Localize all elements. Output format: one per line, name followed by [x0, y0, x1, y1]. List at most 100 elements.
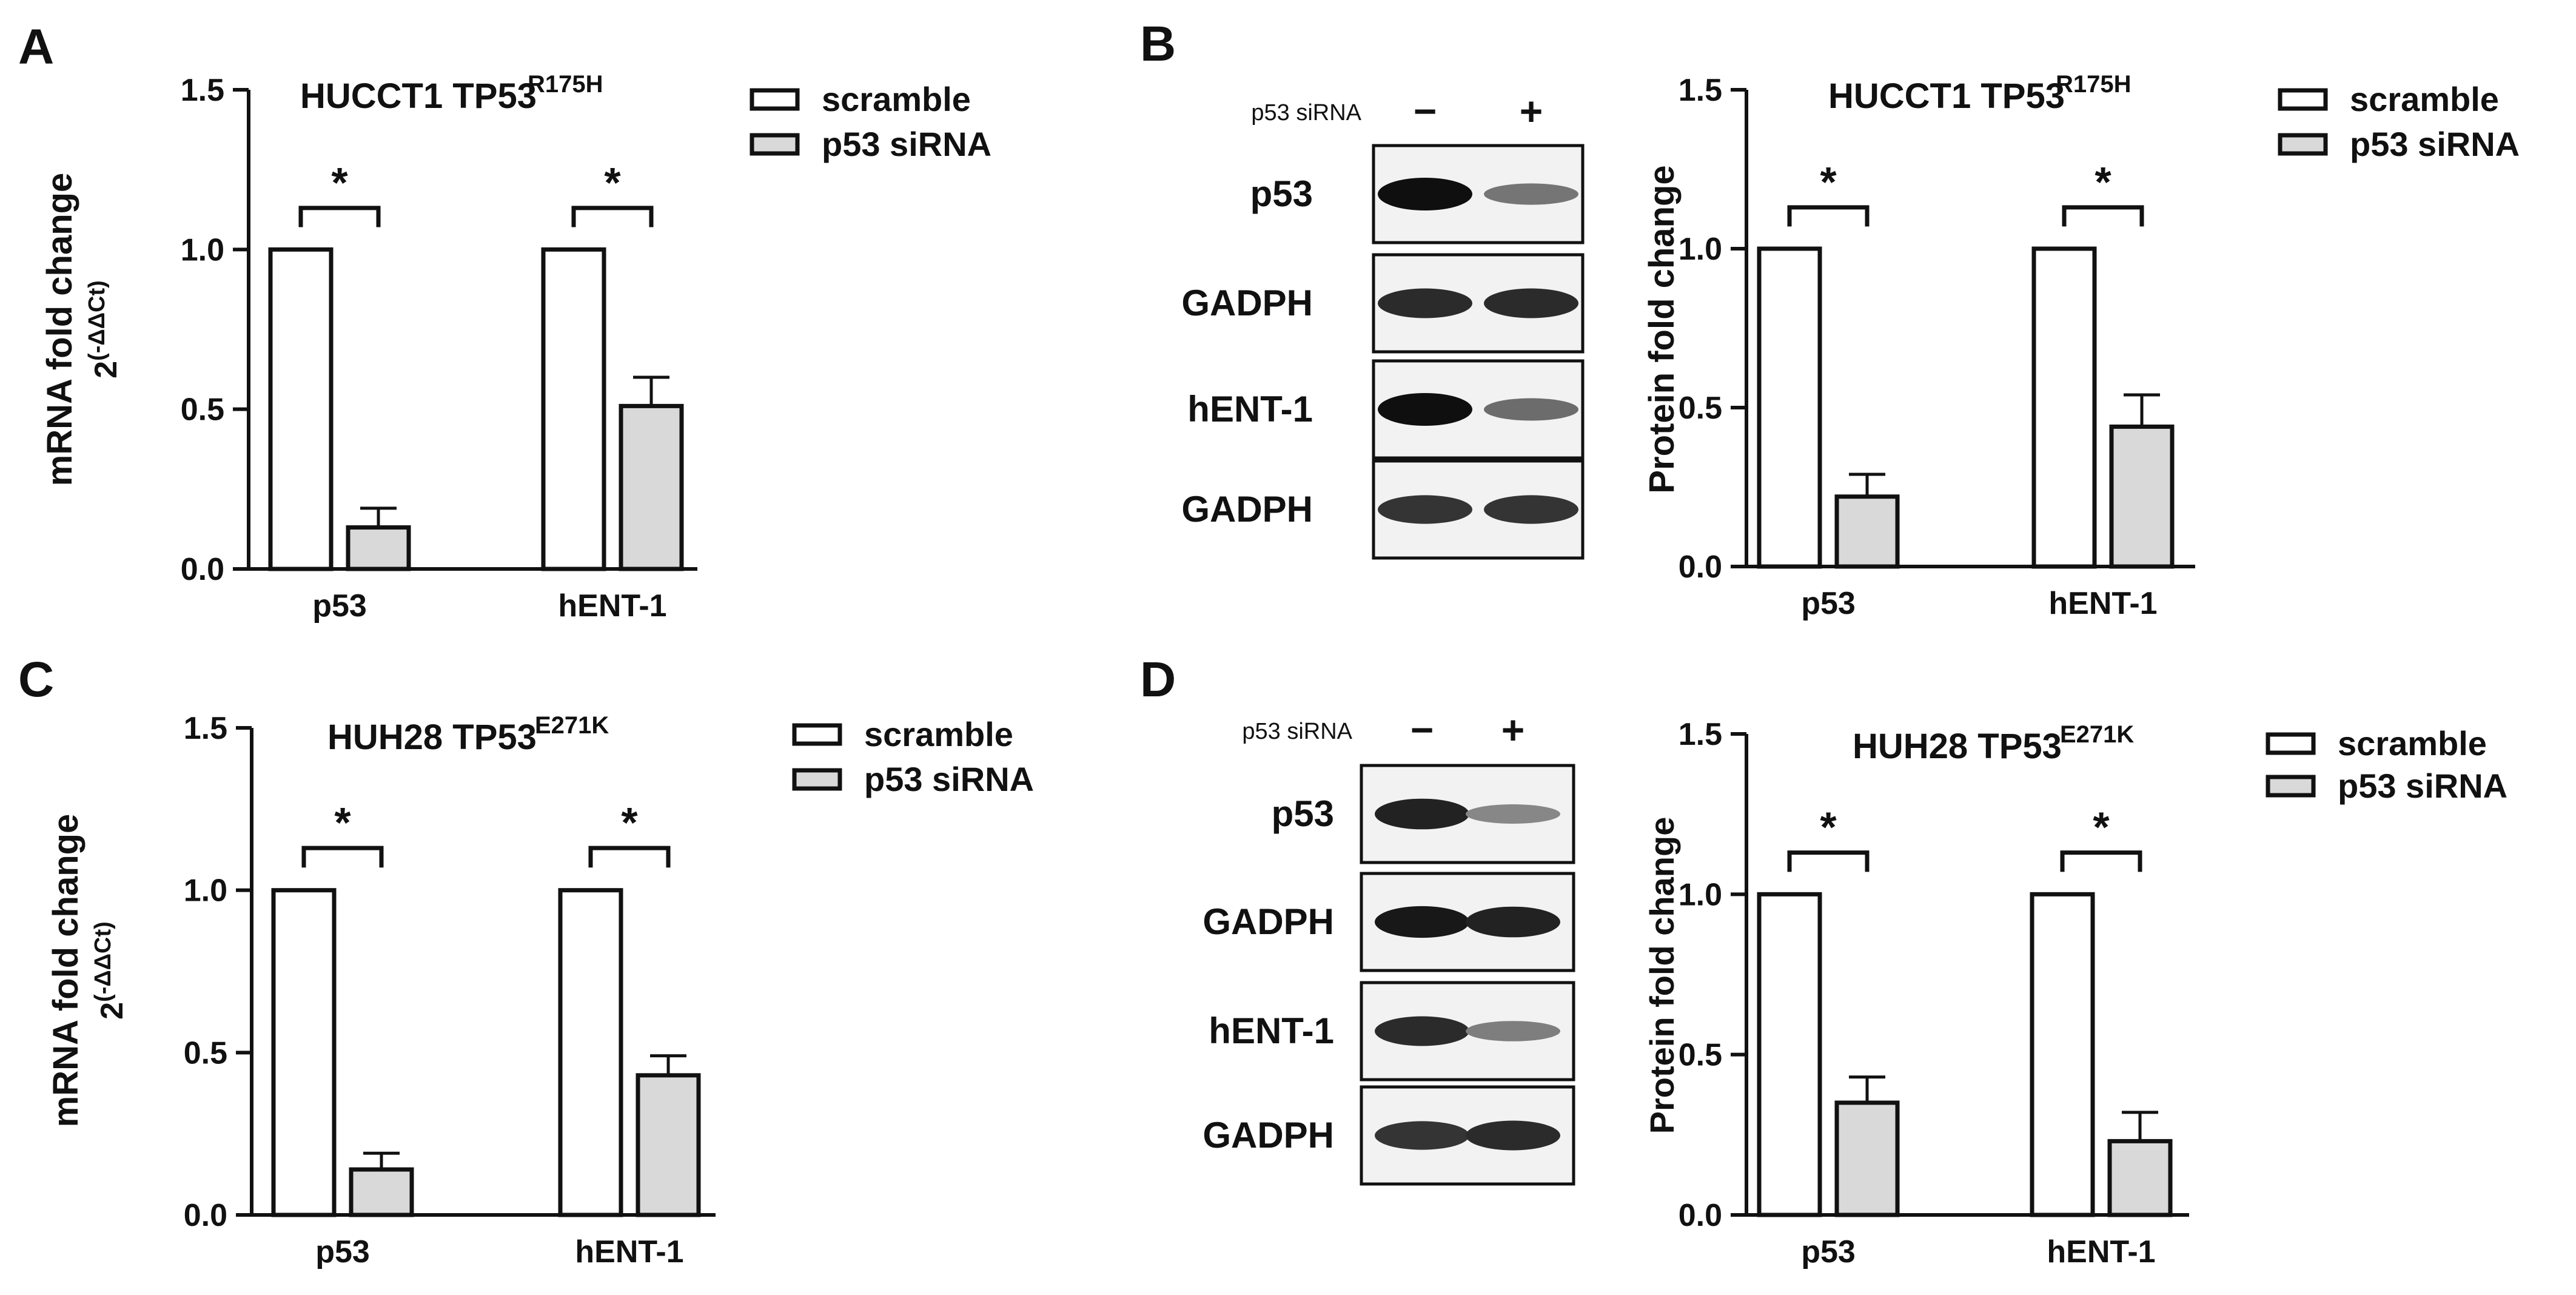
legend-swatch-sirna [750, 133, 800, 156]
blots-layer: p53 siRNA − + p53 GADPH hENT-1 GADPH p53 siRNA −… [1181, 89, 1585, 1186]
y-tick-label: 1.0 [1679, 877, 1722, 912]
bar-sirna-hent1 [636, 1073, 701, 1217]
blot-lane-marker: − [1414, 89, 1437, 133]
significance-star: * [331, 159, 348, 206]
blot-band [1378, 393, 1472, 426]
bar-scramble-p53 [271, 888, 337, 1217]
legend-label: p53 siRNA [864, 760, 1034, 798]
blot-row-label: GADPH [1202, 901, 1334, 942]
bar-scramble-hent1 [558, 888, 623, 1217]
y-axis-exponent-sup: (-ΔΔCt) [90, 921, 116, 1002]
y-axis-label-exponent: 2(-ΔΔCt) [90, 921, 130, 1020]
legend-swatch-scramble [2278, 88, 2328, 111]
significance-bracket [2062, 205, 2144, 227]
blot-lane-marker: − [1410, 707, 1434, 752]
legend-label: p53 siRNA [822, 125, 991, 163]
y-axis-exponent-base: 2 [89, 361, 124, 378]
bar-sirna-p53 [346, 525, 411, 571]
bar-scramble-p53 [1757, 892, 1822, 1217]
legend-label: scramble [2350, 80, 2499, 118]
x-tick-label: p53 [312, 588, 367, 624]
significance-bracket [571, 206, 654, 227]
legend-label: p53 siRNA [2338, 767, 2507, 805]
y-tick-label: 0.0 [1679, 1198, 1722, 1233]
significance-bracket [301, 846, 384, 868]
y-tick-label: 1.0 [184, 873, 227, 909]
y-tick-label: 0.5 [1679, 1038, 1722, 1073]
chart-title: HUCCT1 TP53 [300, 76, 537, 116]
legend-swatch-sirna [792, 768, 842, 791]
blot-band [1466, 1120, 1560, 1151]
panel-letter-d: D [1140, 652, 1176, 707]
bar-sirna-hent1 [619, 403, 684, 571]
blot-band [1375, 1016, 1469, 1046]
chart-title: HUH28 TP53 [327, 718, 537, 757]
blot-band [1375, 798, 1469, 830]
blot-row-label: GADPH [1202, 1115, 1334, 1155]
bar-sirna-p53 [349, 1167, 414, 1217]
bar-scramble-hent1 [541, 247, 606, 571]
panel-letter-b: B [1140, 16, 1176, 72]
legend-swatch-sirna [2266, 775, 2316, 798]
y-tick-label: 1.5 [181, 73, 224, 108]
y-tick-label: 0.0 [184, 1198, 227, 1233]
bar-scramble-hent1 [2031, 246, 2097, 569]
blot-band [1466, 804, 1560, 824]
blot-band [1375, 1121, 1469, 1150]
legend-label: scramble [2338, 724, 2487, 762]
y-tick-label: 0.5 [1679, 391, 1722, 426]
chart-title-superscript: E271K [2060, 721, 2134, 748]
blot-row-label: hENT-1 [1209, 1011, 1334, 1051]
x-tick-label: hENT-1 [2047, 1234, 2155, 1270]
western-blot-panel-b: p53 siRNA − + p53 GADPH hENT-1 GADPH [1181, 89, 1585, 560]
blot-band [1375, 906, 1469, 938]
bar-scramble-p53 [268, 247, 334, 571]
blot-band [1466, 1021, 1560, 1041]
chart-title-superscript: E271K [535, 712, 609, 739]
y-tick-label: 1.0 [1679, 232, 1722, 267]
y-axis-label: Protein fold change [1642, 165, 1682, 493]
legend-label: scramble [822, 80, 971, 118]
blot-row-label: GADPH [1181, 283, 1313, 323]
y-tick-label: 0.0 [1679, 550, 1722, 585]
chart-panel-b: 0.0 0.5 1.0 1.5 Protein fold change HUCCT1 TP… [1642, 71, 2520, 621]
y-tick-label: 0.5 [184, 1035, 227, 1071]
blot-treatment-label: p53 siRNA [1251, 100, 1361, 126]
x-tick-label: hENT-1 [2048, 586, 2157, 621]
western-blot-panel-d: p53 siRNA − + p53 GADPH hENT-1 GADPH [1202, 707, 1575, 1186]
significance-bracket [1787, 850, 1870, 872]
blot-band [1484, 288, 1578, 318]
x-tick-label: hENT-1 [575, 1234, 683, 1270]
x-tick-label: p53 [1801, 1234, 1856, 1270]
significance-star: * [604, 159, 621, 206]
chart-title: HUCCT1 TP53 [1828, 76, 2065, 116]
blot-band [1378, 495, 1472, 524]
y-tick-label: 0.0 [181, 552, 224, 587]
y-axis-label: mRNA fold change [40, 173, 79, 486]
significance-star: * [1820, 158, 1837, 206]
chart-title-superscript: R175H [528, 71, 603, 98]
y-tick-label: 1.5 [1679, 73, 1722, 108]
legend-label: p53 siRNA [2350, 125, 2520, 163]
blot-band [1466, 906, 1560, 938]
bar-sirna-p53 [1834, 1100, 1900, 1217]
blot-lane-marker: + [1520, 89, 1543, 133]
significance-star: * [334, 799, 351, 846]
bar-scramble-hent1 [2030, 892, 2095, 1217]
x-tick-label: hENT-1 [558, 588, 666, 624]
blot-row-label: hENT-1 [1187, 389, 1313, 429]
blot-row-label: p53 [1272, 793, 1334, 834]
significance-star: * [1820, 804, 1837, 851]
chart-panel-d: 0.0 0.5 1.0 1.5 Protein fold change HUH28 TP5… [1643, 717, 2507, 1270]
blot-row-label: GADPH [1181, 489, 1313, 530]
x-tick-label: p53 [1801, 586, 1856, 621]
bar-sirna-hent1 [2107, 1139, 2173, 1217]
chart-title: HUH28 TP53 [1853, 727, 2062, 766]
legend-swatch-scramble [750, 88, 800, 111]
significance-star: * [2095, 158, 2111, 206]
y-axis-label: Protein fold change [1643, 817, 1681, 1134]
y-axis-label: mRNA fold change [46, 814, 86, 1128]
